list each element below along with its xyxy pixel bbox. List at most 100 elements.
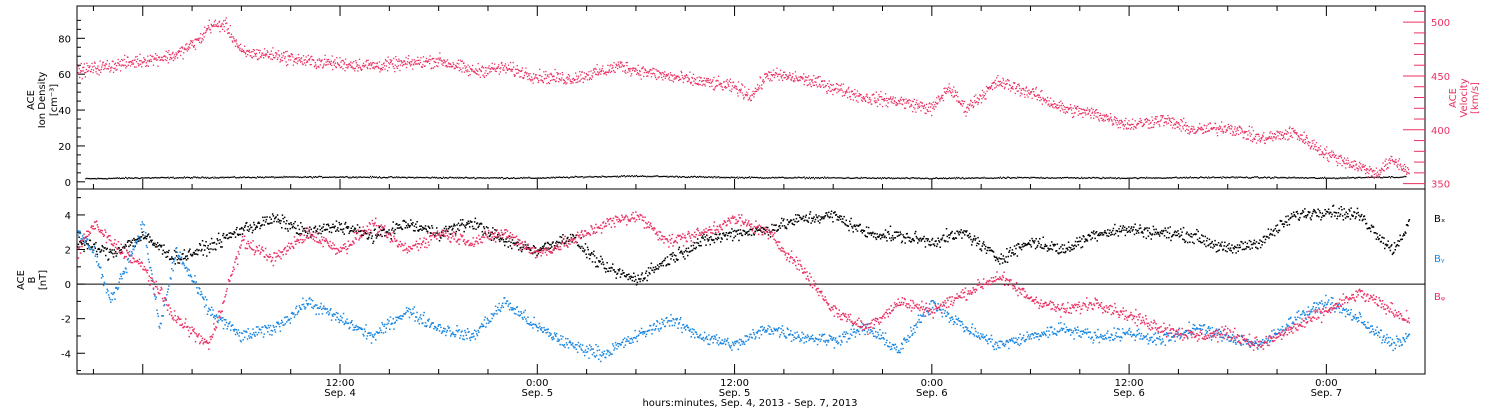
velocity-point bbox=[1258, 135, 1260, 137]
b-bx-point bbox=[670, 253, 673, 255]
velocity-point bbox=[1089, 109, 1091, 111]
density-point bbox=[984, 177, 986, 179]
b-bx-point bbox=[222, 232, 225, 235]
velocity-point bbox=[153, 58, 155, 60]
velocity-point bbox=[559, 78, 561, 81]
density-point bbox=[734, 177, 736, 179]
density-point bbox=[608, 176, 610, 178]
b-bx-point bbox=[588, 258, 591, 260]
density-point bbox=[242, 176, 244, 178]
density-point bbox=[1392, 176, 1394, 178]
b-bx-point bbox=[452, 227, 454, 230]
velocity-point bbox=[374, 62, 376, 64]
density-point bbox=[959, 177, 961, 179]
density-point bbox=[898, 177, 900, 179]
b-bx-point bbox=[686, 250, 688, 253]
b-bx-point bbox=[482, 234, 484, 236]
velocity-point bbox=[595, 68, 597, 70]
density-point bbox=[407, 176, 409, 178]
b-bx-point bbox=[447, 230, 449, 233]
velocity-point bbox=[285, 51, 287, 53]
velocity-point bbox=[1405, 170, 1407, 172]
b-bx-point bbox=[445, 225, 447, 228]
b-bx-point bbox=[335, 220, 338, 222]
b-bx-point bbox=[316, 230, 318, 233]
velocity-point bbox=[234, 39, 236, 42]
density-point bbox=[321, 175, 323, 178]
density-point bbox=[812, 176, 814, 178]
density-point bbox=[432, 177, 434, 179]
density-point bbox=[1349, 177, 1351, 179]
velocity-point bbox=[220, 24, 222, 26]
velocity-point bbox=[124, 64, 126, 66]
density-point bbox=[652, 176, 654, 178]
density-point bbox=[1164, 177, 1166, 179]
density-point bbox=[1132, 177, 1135, 179]
velocity-point bbox=[404, 62, 407, 64]
density-point bbox=[840, 177, 842, 179]
velocity-point bbox=[360, 68, 362, 70]
velocity-point bbox=[1362, 164, 1364, 166]
velocity-point bbox=[696, 77, 698, 79]
b-bx-point bbox=[666, 264, 668, 266]
velocity-point bbox=[595, 73, 597, 75]
density-point bbox=[1120, 177, 1122, 179]
density-point bbox=[1325, 177, 1327, 179]
velocity-point bbox=[786, 78, 788, 81]
velocity-point bbox=[748, 88, 750, 90]
density-point bbox=[1023, 177, 1025, 179]
velocity-point bbox=[913, 98, 915, 101]
velocity-point bbox=[555, 80, 557, 82]
b-bx-point bbox=[111, 249, 113, 251]
b-bx-point bbox=[617, 269, 620, 271]
velocity-point bbox=[452, 66, 454, 68]
velocity-point bbox=[712, 79, 714, 81]
velocity-point bbox=[423, 60, 425, 63]
velocity-point bbox=[239, 43, 242, 45]
velocity-point bbox=[534, 77, 536, 79]
velocity-point bbox=[512, 61, 514, 64]
density-point bbox=[1197, 177, 1199, 179]
velocity-point bbox=[647, 75, 649, 77]
velocity-point bbox=[400, 60, 402, 62]
velocity-point bbox=[927, 110, 929, 113]
velocity-point bbox=[660, 73, 662, 76]
b-bx-point bbox=[510, 241, 512, 244]
velocity-point bbox=[1227, 123, 1229, 126]
density-point bbox=[1147, 177, 1149, 179]
density-point bbox=[1299, 177, 1301, 179]
b-bx-point bbox=[723, 234, 725, 236]
velocity-point bbox=[1112, 123, 1115, 125]
velocity-point bbox=[314, 62, 316, 64]
velocity-point bbox=[397, 65, 399, 67]
density-point bbox=[764, 177, 766, 179]
density-point bbox=[469, 177, 471, 179]
velocity-point bbox=[1026, 94, 1028, 96]
velocity-point bbox=[211, 25, 213, 27]
velocity-point bbox=[705, 81, 707, 83]
velocity-point bbox=[1372, 169, 1374, 171]
velocity-point bbox=[310, 56, 312, 58]
b-bx-point bbox=[351, 225, 354, 228]
velocity-point bbox=[1284, 132, 1286, 135]
velocity-point bbox=[1048, 100, 1050, 102]
velocity-point bbox=[221, 25, 223, 28]
b-bx-point bbox=[116, 252, 118, 255]
density-point bbox=[983, 176, 985, 178]
velocity-point bbox=[619, 66, 621, 68]
velocity-point bbox=[502, 69, 504, 71]
density-point bbox=[793, 177, 795, 179]
velocity-point bbox=[456, 66, 458, 68]
b-bx-point bbox=[278, 219, 281, 222]
b-bx-point bbox=[410, 219, 412, 221]
velocity-point bbox=[193, 46, 195, 48]
b-bx-point bbox=[499, 240, 501, 243]
velocity-point bbox=[529, 79, 532, 81]
b-bx-point bbox=[356, 224, 359, 226]
density-point bbox=[730, 176, 732, 178]
b-bx-point bbox=[586, 256, 588, 259]
velocity-point bbox=[957, 101, 959, 103]
density-point bbox=[817, 177, 820, 179]
velocity-point bbox=[1222, 132, 1224, 134]
velocity-point bbox=[816, 77, 818, 79]
